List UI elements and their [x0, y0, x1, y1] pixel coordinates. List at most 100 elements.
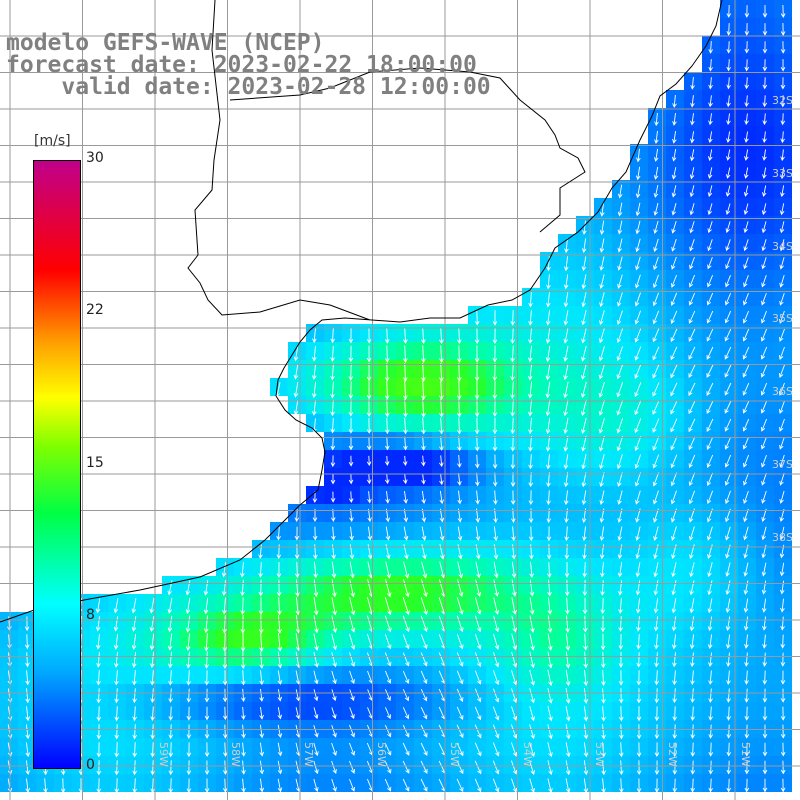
wind-arrow — [313, 670, 319, 685]
wind-arrow — [457, 490, 462, 505]
wind-arrow — [618, 615, 623, 632]
wind-arrow — [545, 436, 551, 452]
wind-arrow — [439, 362, 444, 382]
wind-arrow — [168, 760, 174, 776]
wind-arrow — [185, 597, 191, 615]
wind-arrow — [528, 454, 533, 470]
wind-arrow — [601, 742, 606, 758]
wind-arrow — [492, 724, 500, 739]
wind-arrow — [510, 381, 515, 400]
wind-arrow — [456, 760, 464, 775]
wind-arrow — [348, 381, 354, 400]
wind-arrow — [780, 706, 786, 721]
wind-arrow — [492, 363, 498, 382]
wind-arrow — [475, 579, 482, 597]
wind-arrow — [349, 760, 356, 774]
wind-arrow — [617, 256, 623, 271]
wind-arrow — [653, 616, 659, 632]
wind-arrow — [636, 742, 642, 758]
wind-arrow — [546, 274, 551, 290]
wind-arrow — [295, 689, 301, 702]
wind-arrow — [565, 615, 570, 633]
wind-arrow — [24, 616, 30, 632]
wind-arrow — [330, 436, 336, 451]
wind-arrow — [670, 382, 678, 397]
wind-arrow — [474, 633, 482, 650]
wind-arrow — [670, 454, 678, 469]
wind-arrow — [708, 670, 713, 685]
wind-arrow — [403, 399, 408, 418]
wind-arrow — [707, 562, 713, 578]
wind-arrow — [706, 526, 713, 541]
wind-arrow — [706, 418, 714, 432]
lon-label: 59W — [157, 742, 170, 767]
wind-arrow — [510, 327, 515, 345]
wind-arrow — [421, 526, 427, 541]
wind-arrow — [492, 310, 498, 326]
wind-arrow — [493, 526, 499, 542]
wind-arrow — [330, 381, 335, 399]
wind-arrow — [583, 778, 589, 794]
wind-arrow — [239, 562, 245, 578]
wind-arrow — [564, 562, 570, 578]
wind-arrow — [779, 292, 785, 306]
wind-arrow — [726, 41, 732, 54]
wind-arrow — [779, 203, 785, 216]
wind-arrow — [743, 239, 749, 252]
wind-arrow — [563, 454, 569, 470]
model-title: modelo GEFS-WAVE (NCEP) — [6, 30, 325, 56]
wind-arrow — [25, 706, 31, 722]
wind-arrow — [760, 310, 767, 324]
wind-arrow — [583, 706, 589, 722]
wind-arrow — [707, 149, 713, 162]
wind-arrow — [636, 778, 642, 793]
wind-arrow — [599, 292, 605, 308]
wind-arrow — [707, 185, 713, 198]
wind-arrow — [634, 346, 642, 361]
wind-arrow — [474, 327, 480, 345]
wind-arrow — [510, 310, 516, 326]
wind-arrow — [529, 633, 535, 651]
wind-arrow — [688, 328, 696, 342]
wind-arrow — [331, 579, 337, 598]
wind-arrow — [706, 310, 714, 324]
wind-arrow — [689, 256, 695, 270]
wind-arrow — [742, 346, 750, 360]
wind-arrow — [707, 221, 713, 234]
wind-arrow — [241, 724, 246, 739]
wind-arrow — [600, 597, 606, 615]
wind-arrow — [331, 561, 337, 579]
wind-arrow — [402, 652, 410, 667]
wind-arrow — [671, 562, 677, 578]
wind-arrow — [618, 706, 624, 722]
wind-arrow — [185, 580, 191, 596]
wind-arrow — [311, 381, 317, 399]
wind-arrow — [690, 77, 695, 90]
wind-arrow — [581, 310, 587, 326]
wind-arrow — [114, 778, 119, 794]
wind-arrow — [708, 41, 713, 54]
wind-arrow — [367, 526, 373, 541]
wind-arrow — [529, 615, 535, 633]
wind-arrow — [670, 436, 678, 451]
wind-arrow — [599, 202, 605, 217]
wind-arrow — [618, 633, 624, 650]
wind-arrow — [474, 688, 482, 703]
wind-arrow — [420, 670, 428, 685]
wind-arrow — [652, 328, 660, 343]
wind-arrow — [760, 346, 768, 360]
wind-arrow — [780, 742, 786, 757]
wind-arrow — [744, 23, 750, 36]
wind-arrow — [743, 526, 749, 541]
wind-arrow — [760, 328, 768, 342]
wind-arrow — [600, 615, 606, 633]
wind-arrow — [529, 579, 535, 597]
wind-arrow — [689, 598, 695, 614]
wind-arrow — [762, 688, 768, 703]
wind-arrow — [634, 328, 642, 343]
wind-arrow — [349, 579, 355, 598]
wind-arrow — [511, 526, 516, 542]
wind-arrow — [598, 399, 605, 416]
wind-arrow — [599, 490, 605, 506]
wind-arrow — [780, 760, 786, 775]
